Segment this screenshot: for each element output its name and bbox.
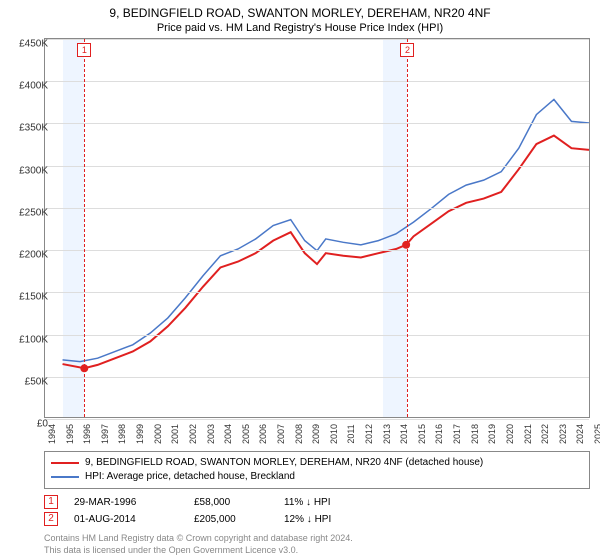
sale-row-price: £205,000 (194, 514, 284, 525)
x-tick-label: 1996 (82, 424, 92, 444)
gridline-h (45, 208, 589, 209)
legend-swatch (51, 476, 79, 478)
legend-item: HPI: Average price, detached house, Brec… (51, 470, 583, 484)
sale-vline (84, 39, 85, 417)
x-tick-label: 1997 (100, 424, 110, 444)
y-tick-label: £50K (25, 376, 48, 387)
x-tick-label: 2008 (294, 424, 304, 444)
x-tick-label: 2005 (241, 424, 251, 444)
x-tick-label: 2021 (523, 424, 533, 444)
x-tick-label: 2014 (399, 424, 409, 444)
legend-swatch (51, 462, 79, 464)
x-tick-label: 1994 (47, 424, 57, 444)
sale-row-date: 01-AUG-2014 (74, 514, 194, 525)
sale-row-rel: 12% ↓ HPI (284, 514, 374, 525)
attribution-line-1: Contains HM Land Registry data © Crown c… (44, 532, 590, 544)
gridline-h (45, 250, 589, 251)
x-tick-label: 2019 (487, 424, 497, 444)
x-tick-label: 1999 (135, 424, 145, 444)
sales-block: 1 29-MAR-1996£58,00011% ↓ HPI 2 01-AUG-2014… (44, 495, 590, 526)
gridline-h (45, 335, 589, 336)
chart-plot-area: 12 (44, 38, 590, 418)
gridline-h (45, 166, 589, 167)
x-tick-label: 2004 (223, 424, 233, 444)
sale-marker-badge: 2 (400, 43, 414, 57)
x-tick-label: 2001 (170, 424, 180, 444)
x-tick-label: 2016 (434, 424, 444, 444)
sale-row-badge: 2 (44, 512, 58, 526)
sale-row: 2 01-AUG-2014£205,00012% ↓ HPI (44, 512, 590, 526)
chart-subtitle: Price paid vs. HM Land Registry's House … (0, 20, 600, 38)
series-hpi (63, 99, 589, 361)
x-tick-label: 2003 (206, 424, 216, 444)
y-tick-label: £350K (19, 123, 48, 134)
x-tick-label: 2010 (329, 424, 339, 444)
x-tick-label: 2015 (417, 424, 427, 444)
y-tick-label: £200K (19, 250, 48, 261)
sale-vline (407, 39, 408, 417)
x-tick-label: 2013 (382, 424, 392, 444)
legend-label: HPI: Average price, detached house, Brec… (85, 470, 295, 484)
x-tick-label: 2006 (258, 424, 268, 444)
sale-row-date: 29-MAR-1996 (74, 497, 194, 508)
attribution: Contains HM Land Registry data © Crown c… (44, 532, 590, 556)
x-tick-label: 2007 (276, 424, 286, 444)
x-tick-label: 2011 (346, 424, 356, 443)
x-tick-label: 2000 (153, 424, 163, 444)
x-tick-label: 2009 (311, 424, 321, 444)
sale-row-price: £58,000 (194, 497, 284, 508)
x-tick-label: 2024 (575, 424, 585, 444)
x-tick-label: 2020 (505, 424, 515, 444)
x-tick-label: 1995 (65, 424, 75, 444)
chart-svg (45, 39, 589, 417)
y-tick-label: £400K (19, 81, 48, 92)
x-tick-label: 2022 (540, 424, 550, 444)
gridline-h (45, 39, 589, 40)
sale-marker-badge: 1 (77, 43, 91, 57)
sale-row-badge: 1 (44, 495, 58, 509)
gridline-h (45, 123, 589, 124)
attribution-line-2: This data is licensed under the Open Gov… (44, 544, 590, 556)
chart-footer: 9, BEDINGFIELD ROAD, SWANTON MORLEY, DER… (44, 451, 590, 556)
x-tick-label: 2002 (188, 424, 198, 444)
x-tick-label: 2012 (364, 424, 374, 444)
legend-item: 9, BEDINGFIELD ROAD, SWANTON MORLEY, DER… (51, 456, 583, 470)
y-tick-label: £450K (19, 39, 48, 50)
sale-marker-dot (402, 241, 410, 249)
sale-row: 1 29-MAR-1996£58,00011% ↓ HPI (44, 495, 590, 509)
x-tick-label: 1998 (117, 424, 127, 444)
gridline-h (45, 419, 589, 420)
gridline-h (45, 377, 589, 378)
y-tick-label: £100K (19, 334, 48, 345)
sale-row-rel: 11% ↓ HPI (284, 497, 374, 508)
x-tick-label: 2017 (452, 424, 462, 444)
x-tick-label: 2023 (558, 424, 568, 444)
y-tick-label: £300K (19, 165, 48, 176)
legend-box: 9, BEDINGFIELD ROAD, SWANTON MORLEY, DER… (44, 451, 590, 489)
gridline-h (45, 81, 589, 82)
series-price_paid (63, 136, 589, 369)
y-tick-label: £250K (19, 207, 48, 218)
legend-label: 9, BEDINGFIELD ROAD, SWANTON MORLEY, DER… (85, 456, 483, 470)
gridline-h (45, 292, 589, 293)
x-tick-label: 2018 (470, 424, 480, 444)
x-tick-label: 2025 (593, 424, 600, 444)
y-tick-label: £150K (19, 292, 48, 303)
chart-title: 9, BEDINGFIELD ROAD, SWANTON MORLEY, DER… (0, 0, 600, 20)
